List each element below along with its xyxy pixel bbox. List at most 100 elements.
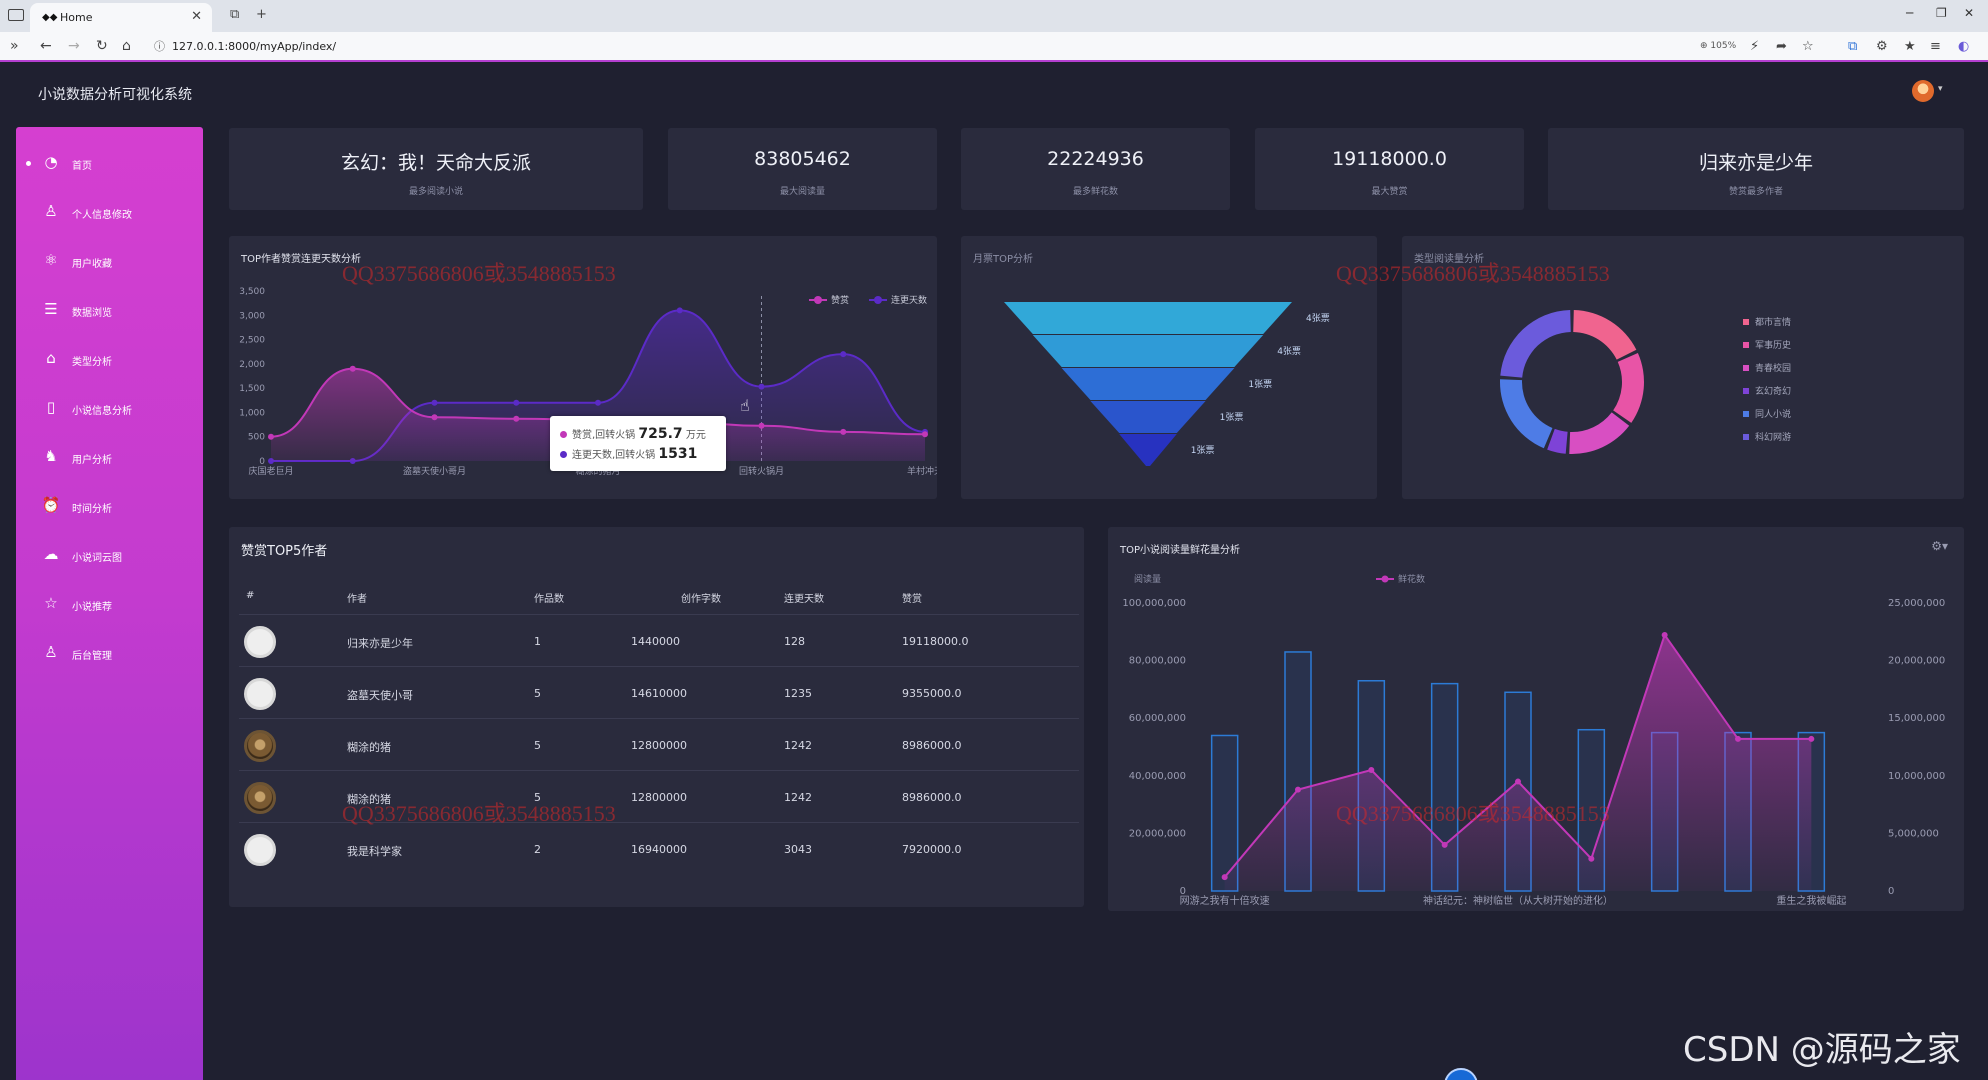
table-row[interactable]: 我是科学家 2 16940000 3043 7920000.0 [239,822,1079,874]
reload-icon[interactable]: ↻ [96,38,108,54]
funnel-chart[interactable]: 4张票 4张票 1张票 1张票 1张票 [961,236,1377,499]
works-cell: 2 [534,843,541,856]
data-point [513,399,520,406]
sidebar-item-admin[interactable]: ♙ 后台管理 [16,634,203,674]
data-point [1735,735,1741,742]
table-row[interactable]: 糊涂的猪 5 12800000 1242 8986000.0 [239,718,1079,770]
sidebar-item-novel-info[interactable]: ▯ 小说信息分析 [16,389,203,429]
panel-title: TOP作者赞赏连更天数分析 [241,254,362,265]
chevron-down-icon[interactable]: ▾ [1938,84,1943,94]
sidebar-item-label: 小说词云图 [72,553,122,564]
sidebar-toggle-icon[interactable] [8,9,24,21]
copilot-icon[interactable]: ◐ [1958,39,1970,54]
funnel-label: 1张票 [1220,412,1244,423]
days-cell: 1242 [784,791,812,804]
sidebar-item-time-analysis[interactable]: ⏰ 时间分析 [16,487,203,527]
restore-icon[interactable]: ❐ [1936,6,1947,20]
funnel-stage [1004,302,1292,334]
forward-icon[interactable]: → [68,38,80,54]
data-point [1588,855,1595,862]
minimize-icon[interactable]: ─ [1906,6,1914,20]
stat-card-most-read-novel: 玄幻：我！天命大反派 最多阅读小说 [229,128,643,210]
author-cell: 我是科学家 [347,845,402,858]
zoom-indicator[interactable]: ⊕ 105% [1700,41,1737,51]
sidebar-item-recommend[interactable]: ☆ 小说推荐 [16,585,203,625]
window-close-icon[interactable]: ✕ [1964,6,1975,20]
sidebar-item-user-analysis[interactable]: ♞ 用户分析 [16,438,203,478]
translate-icon[interactable]: ⧉ [1848,39,1858,54]
area-chart[interactable]: 0 500 1,000 1,500 2,000 2,500 3,000 3,500 庆国老巨月 盗… [229,236,937,499]
tooltip-value: 725.7 [638,426,683,442]
sidebar-item-label: 用户分析 [72,455,112,466]
x-tick-label: 盗墓天使小哥月 [403,465,466,477]
url-input[interactable]: ⓘ 127.0.0.1:8000/myApp/index/ [150,37,1700,57]
tab-close-icon[interactable]: ✕ [191,9,202,24]
x-tick-label: 网游之我有十倍攻速 [1180,894,1270,907]
reward-cell: 8986000.0 [902,739,962,752]
y-tick-label: 2,000 [239,360,265,370]
data-point [922,431,928,438]
column-header: # [246,590,255,601]
works-cell: 5 [534,791,541,804]
reward-cell: 8986000.0 [902,791,962,804]
y-tick-label: 3,000 [239,311,265,321]
stat-value: 83805462 [754,148,851,170]
home-icon[interactable]: ⌂ [122,38,131,54]
table-row[interactable]: 归来亦是少年 1 1440000 128 19118000.0 [239,614,1079,666]
sidebar-item-data-browse[interactable]: ☰ 数据浏览 [16,291,203,331]
x-tick-label: 羊村冲天 [907,465,937,477]
collapse-icon[interactable]: » [10,38,19,54]
site-info-icon[interactable]: ⓘ [154,40,165,53]
table-row[interactable]: 盗墓天使小哥 5 14610000 1235 9355000.0 [239,666,1079,718]
donut-chart-panel: 类型阅读量分析 都市言情 军事历史 青春校园 玄幻奇幻 同人小说 科幻网游 [1402,236,1964,499]
performance-icon[interactable]: ⚡ [1750,39,1760,54]
author-avatar [244,730,276,762]
share-icon[interactable]: ➦ [1776,39,1787,54]
new-tab-icon[interactable]: + [256,7,267,22]
data-point [513,415,520,422]
sidebar-item-wordcloud[interactable]: ☁ 小说词云图 [16,536,203,576]
y-left-tick-label: 100,000,000 [1122,598,1186,609]
tab-actions-icon[interactable]: ⧉ [230,7,240,22]
data-point [1221,874,1228,881]
star-icon: ☆ [44,594,58,612]
favorite-icon[interactable]: ☆ [1802,39,1814,54]
column-header: 作品数 [534,594,564,605]
running-icon: ♞ [44,447,58,465]
table-row[interactable]: 糊涂的猪 5 12800000 1242 8986000.0 [239,770,1079,822]
author-avatar [244,626,276,658]
sidebar-item-home[interactable]: ◔ 首页 [16,144,203,184]
stat-label: 赞赏最多作者 [1728,187,1783,197]
legend-marker [1381,575,1389,583]
legend-swatch [1743,365,1749,371]
extensions-icon[interactable]: ⚙ [1876,39,1888,54]
y-tick-label: 500 [248,433,265,443]
data-point [758,383,765,390]
y-left-tick-label: 80,000,000 [1129,656,1186,667]
favorites-bar-icon[interactable]: ★ [1904,39,1916,54]
sidebar-item-profile[interactable]: ♙ 个人信息修改 [16,193,203,233]
y-right-tick-label: 5,000,000 [1888,828,1939,839]
author-cell: 盗墓天使小哥 [347,689,413,702]
user-avatar[interactable] [1912,80,1934,102]
back-icon[interactable]: ← [40,38,52,54]
book-icon: ▯ [46,398,56,416]
sidebar-item-favorites[interactable]: ⚛ 用户收藏 [16,242,203,282]
author-cell: 糊涂的猪 [347,793,391,806]
legend-label: 连更天数 [891,294,927,306]
sidebar-item-type-analysis[interactable]: ⌂ 类型分析 [16,340,203,380]
mouse-cursor-icon: ☝ [740,396,750,415]
y-right-tick-label: 10,000,000 [1888,771,1945,782]
legend-label: 军事历史 [1755,339,1791,351]
floating-button[interactable] [1444,1068,1478,1080]
browser-tab[interactable]: ◆◆ Home ✕ [30,3,212,32]
menu-icon[interactable]: ≡ [1930,39,1941,54]
legend-swatch [1743,319,1749,325]
settings-icon[interactable]: ⚙▾ [1931,539,1948,553]
reward-cell: 9355000.0 [902,687,962,700]
legend-label: 都市言情 [1755,316,1791,328]
sidebar-item-label: 数据浏览 [72,308,112,319]
tooltip-value: 1531 [658,446,698,462]
bar-line-chart[interactable]: 0 20,000,000 40,000,000 60,000,000 80,000,00… [1108,527,1964,911]
